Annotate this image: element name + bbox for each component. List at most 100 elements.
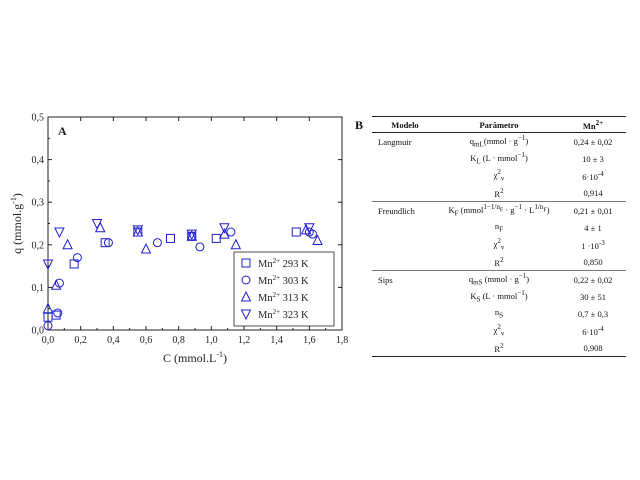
y-tick-label: 0,4 — [32, 155, 45, 166]
y-tick-label: 0,2 — [32, 240, 45, 251]
data-point-triangle-down — [91, 219, 103, 230]
legend-entry: Mn2+ 323 K — [258, 308, 309, 321]
value-cell: 4 ± 1 — [584, 222, 602, 233]
data-point-square — [291, 227, 301, 237]
data-point-triangle-up — [132, 225, 144, 237]
data-point-circle — [53, 308, 63, 318]
panel-label-b: B — [355, 118, 364, 132]
table-row: Freundlich KF (mmol1−1/nF · g−1 · L1/nF) 0… — [372, 201, 626, 219]
x-axis-label: C (mmol.L-1) — [163, 350, 227, 365]
parameter-cell: R2 — [494, 186, 504, 199]
x-tick-label: 1,0 — [205, 335, 218, 346]
data-point-triangle-down — [186, 229, 198, 241]
table-row: nF 4 ± 1 — [372, 219, 626, 236]
model-cell — [372, 150, 438, 167]
panel-label-a: A — [58, 124, 67, 138]
value-cell: 0,22 ± 0,02 — [560, 270, 626, 288]
legend-marker-triangle-up — [240, 290, 252, 302]
model-cell — [372, 288, 438, 305]
parameter-cell: qmS (mmol · g−1) — [438, 270, 560, 288]
legend-entry: Mn2+ 303 K — [258, 274, 309, 287]
value-cell: 0,908 — [560, 339, 626, 357]
value-cell: 1 ·10-3 — [581, 238, 605, 251]
header-parameter: Parâmetro — [438, 116, 560, 133]
table-row: χ2v 1 ·10-3 — [372, 236, 626, 253]
header-ion: Mn2+ — [560, 116, 626, 133]
x-tick-label: 1,4 — [270, 335, 283, 346]
data-point-triangle-down — [132, 225, 144, 237]
data-point-triangle-down — [42, 259, 54, 271]
parameter-cell: R2 — [438, 339, 560, 357]
data-point-triangle-down — [219, 223, 230, 234]
parameter-cell: nS — [494, 307, 504, 320]
x-tick-label: 0,6 — [140, 335, 153, 346]
value-cell: 0,24 ± 0,02 — [573, 136, 613, 147]
x-tick-label: 1,2 — [238, 335, 251, 346]
data-point-triangle-up — [42, 302, 54, 314]
model-cell — [372, 236, 438, 253]
table-row: Langmuir qmL(mmol · g−1) 0,24 ± 0,02 — [372, 133, 626, 151]
legend-marker-square — [241, 258, 251, 268]
model-cell — [372, 339, 438, 357]
model-cell — [372, 305, 438, 322]
data-point-triangle-up — [50, 279, 62, 290]
x-tick-label: 0,8 — [172, 335, 185, 346]
y-tick-label: 0,0 — [32, 326, 45, 337]
model-cell — [372, 184, 438, 202]
value-cell: 6·10-4 — [582, 169, 604, 182]
table-row: KL (L · mmol−1) 10 ± 3 — [372, 150, 626, 167]
value-cell: 6·10-4 — [582, 324, 604, 337]
data-point-triangle-down — [54, 227, 65, 239]
data-point-circle — [195, 242, 205, 252]
data-point-triangle-up — [186, 230, 198, 241]
data-point-triangle-down — [304, 223, 315, 234]
parameter-cell: KL (L · mmol−1) — [470, 151, 528, 166]
model-cell — [372, 253, 438, 271]
value-cell: 0,21 ± 0,01 — [560, 201, 626, 219]
model-cell: Langmuir — [378, 136, 412, 147]
data-point-circle — [72, 253, 82, 263]
legend-box — [233, 251, 335, 327]
data-point-triangle-up — [62, 238, 73, 250]
data-point-circle — [226, 227, 236, 237]
x-tick-label: 0,2 — [74, 335, 87, 346]
y-tick-label: 0,1 — [32, 283, 45, 294]
data-point-square — [211, 233, 221, 243]
header-model: Modelo — [372, 116, 438, 133]
x-tick-label: 0,4 — [107, 335, 120, 346]
data-point-triangle-up — [312, 234, 323, 246]
table-row: R2 0,850 — [372, 253, 626, 271]
parameter-cell: KF (mmol1−1/nF · g−1 · L1/nF) — [438, 201, 560, 219]
parameter-cell: R2 — [494, 255, 504, 268]
legend-entry: Mn2+ 313 K — [258, 291, 309, 304]
model-cell: Freundlich — [372, 201, 438, 219]
parameter-cell: χ2v — [493, 168, 505, 183]
table-row: nS 0,7 ± 0,3 — [372, 305, 626, 322]
table-row: KS (L · mmol−1) 30 ± 51 — [372, 288, 626, 305]
data-point-square — [51, 310, 61, 320]
y-axis-label: q (mmol.g-1) — [9, 193, 24, 254]
parameter-cell: qmL(mmol · g−1) — [469, 134, 529, 149]
legend-entry: Mn2+ 293 K — [258, 257, 309, 270]
data-point-circle — [43, 321, 53, 331]
value-cell: 10 ± 3 — [582, 153, 604, 164]
y-tick-label: 0,3 — [32, 198, 45, 209]
isotherm-parameters-table: Modelo Parâmetro Mn2+ Langmuir qmL(mmol ·… — [372, 116, 626, 357]
parameter-cell: χ2v — [493, 323, 505, 338]
parameter-cell: χ2v — [493, 237, 505, 252]
data-point-square — [166, 233, 175, 243]
legend-marker-circle — [241, 275, 251, 285]
value-cell: 30 ± 51 — [580, 291, 606, 302]
value-cell: 0,914 — [583, 187, 603, 198]
data-point-square — [100, 238, 110, 248]
value-cell: 0,850 — [583, 256, 603, 267]
table-row: χ2v 6·10-4 — [372, 322, 626, 339]
data-point-triangle-up — [140, 242, 152, 254]
isotherm-chart: A 0,0 0,2 0,4 0,6 0,8 1,0 1,2 1,4 1,6 1,8 0,0 0,1 0,2… — [9, 113, 348, 366]
model-cell — [372, 219, 438, 236]
y-tick-label: 0,5 — [32, 113, 45, 124]
table-row: R2 0,914 — [372, 184, 626, 202]
data-point-triangle-up — [300, 223, 312, 235]
data-point-circle — [103, 238, 113, 248]
parameter-cell: nF — [494, 221, 504, 234]
